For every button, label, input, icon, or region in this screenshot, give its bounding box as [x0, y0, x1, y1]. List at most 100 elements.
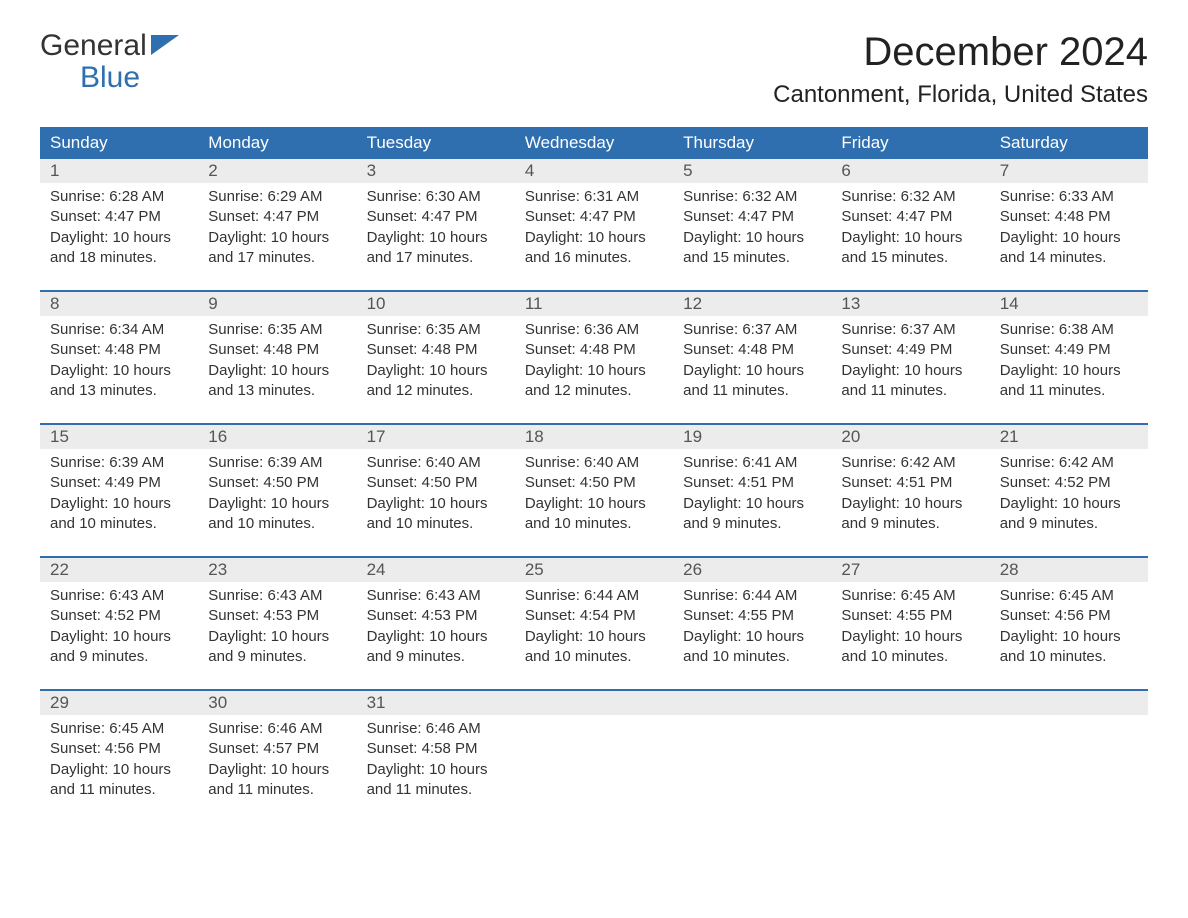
logo-text-general: General [40, 30, 147, 62]
day-header: Sunday [40, 127, 198, 159]
daylight-text-2: and 9 minutes. [1000, 514, 1138, 534]
day-cell [990, 715, 1148, 810]
daylight-text-2: and 17 minutes. [208, 248, 346, 268]
day-number: 7 [990, 159, 1148, 183]
sunrise-text: Sunrise: 6:45 AM [841, 586, 979, 606]
day-body-row: Sunrise: 6:34 AMSunset: 4:48 PMDaylight:… [40, 316, 1148, 411]
daylight-text-2: and 11 minutes. [841, 381, 979, 401]
daylight-text-1: Daylight: 10 hours [50, 361, 188, 381]
day-cell: Sunrise: 6:35 AMSunset: 4:48 PMDaylight:… [198, 316, 356, 411]
sunset-text: Sunset: 4:48 PM [525, 340, 663, 360]
day-number-row: 293031 [40, 691, 1148, 715]
day-number: 18 [515, 425, 673, 449]
day-cell: Sunrise: 6:38 AMSunset: 4:49 PMDaylight:… [990, 316, 1148, 411]
day-number [831, 691, 989, 715]
day-header: Saturday [990, 127, 1148, 159]
daylight-text-2: and 15 minutes. [683, 248, 821, 268]
day-number: 10 [357, 292, 515, 316]
sunrise-text: Sunrise: 6:30 AM [367, 187, 505, 207]
day-number: 17 [357, 425, 515, 449]
day-header: Friday [831, 127, 989, 159]
day-cell: Sunrise: 6:42 AMSunset: 4:51 PMDaylight:… [831, 449, 989, 544]
daylight-text-1: Daylight: 10 hours [525, 627, 663, 647]
daylight-text-1: Daylight: 10 hours [683, 228, 821, 248]
sunset-text: Sunset: 4:56 PM [50, 739, 188, 759]
sunrise-text: Sunrise: 6:44 AM [525, 586, 663, 606]
day-header-row: Sunday Monday Tuesday Wednesday Thursday… [40, 127, 1148, 159]
daylight-text-2: and 10 minutes. [208, 514, 346, 534]
sunrise-text: Sunrise: 6:40 AM [367, 453, 505, 473]
daylight-text-1: Daylight: 10 hours [50, 494, 188, 514]
header-bar: General Blue December 2024 Cantonment, F… [40, 30, 1148, 109]
sunrise-text: Sunrise: 6:43 AM [208, 586, 346, 606]
daylight-text-2: and 10 minutes. [1000, 647, 1138, 667]
day-number: 5 [673, 159, 831, 183]
day-number: 16 [198, 425, 356, 449]
daylight-text-2: and 10 minutes. [683, 647, 821, 667]
daylight-text-1: Daylight: 10 hours [367, 627, 505, 647]
daylight-text-1: Daylight: 10 hours [525, 361, 663, 381]
daylight-text-2: and 12 minutes. [525, 381, 663, 401]
day-cell: Sunrise: 6:44 AMSunset: 4:54 PMDaylight:… [515, 582, 673, 677]
sunset-text: Sunset: 4:55 PM [841, 606, 979, 626]
daylight-text-2: and 10 minutes. [841, 647, 979, 667]
daylight-text-1: Daylight: 10 hours [1000, 627, 1138, 647]
daylight-text-1: Daylight: 10 hours [683, 627, 821, 647]
sunset-text: Sunset: 4:51 PM [683, 473, 821, 493]
sunset-text: Sunset: 4:47 PM [208, 207, 346, 227]
sunrise-text: Sunrise: 6:45 AM [1000, 586, 1138, 606]
day-cell [515, 715, 673, 810]
day-header: Tuesday [357, 127, 515, 159]
daylight-text-2: and 10 minutes. [367, 514, 505, 534]
logo: General Blue [40, 30, 179, 93]
daylight-text-2: and 17 minutes. [367, 248, 505, 268]
sunset-text: Sunset: 4:48 PM [50, 340, 188, 360]
day-number: 15 [40, 425, 198, 449]
daylight-text-1: Daylight: 10 hours [683, 494, 821, 514]
day-number: 21 [990, 425, 1148, 449]
sunrise-text: Sunrise: 6:39 AM [208, 453, 346, 473]
daylight-text-1: Daylight: 10 hours [841, 494, 979, 514]
day-cell: Sunrise: 6:40 AMSunset: 4:50 PMDaylight:… [515, 449, 673, 544]
sunrise-text: Sunrise: 6:37 AM [841, 320, 979, 340]
day-number: 2 [198, 159, 356, 183]
calendar-week: 293031Sunrise: 6:45 AMSunset: 4:56 PMDay… [40, 689, 1148, 810]
sunrise-text: Sunrise: 6:32 AM [683, 187, 821, 207]
sunset-text: Sunset: 4:47 PM [367, 207, 505, 227]
day-number: 8 [40, 292, 198, 316]
sunrise-text: Sunrise: 6:37 AM [683, 320, 821, 340]
sunset-text: Sunset: 4:53 PM [367, 606, 505, 626]
sunset-text: Sunset: 4:52 PM [1000, 473, 1138, 493]
daylight-text-1: Daylight: 10 hours [208, 627, 346, 647]
daylight-text-2: and 14 minutes. [1000, 248, 1138, 268]
day-number: 1 [40, 159, 198, 183]
daylight-text-1: Daylight: 10 hours [208, 494, 346, 514]
day-number: 26 [673, 558, 831, 582]
daylight-text-2: and 15 minutes. [841, 248, 979, 268]
sunrise-text: Sunrise: 6:43 AM [367, 586, 505, 606]
sunset-text: Sunset: 4:49 PM [841, 340, 979, 360]
sunset-text: Sunset: 4:47 PM [50, 207, 188, 227]
sunset-text: Sunset: 4:57 PM [208, 739, 346, 759]
sunset-text: Sunset: 4:48 PM [367, 340, 505, 360]
sunset-text: Sunset: 4:49 PM [50, 473, 188, 493]
location-subtitle: Cantonment, Florida, United States [773, 81, 1148, 109]
sunset-text: Sunset: 4:55 PM [683, 606, 821, 626]
sunrise-text: Sunrise: 6:32 AM [841, 187, 979, 207]
sunset-text: Sunset: 4:58 PM [367, 739, 505, 759]
day-number-row: 891011121314 [40, 292, 1148, 316]
day-number: 28 [990, 558, 1148, 582]
daylight-text-1: Daylight: 10 hours [1000, 228, 1138, 248]
day-cell: Sunrise: 6:32 AMSunset: 4:47 PMDaylight:… [831, 183, 989, 278]
month-title: December 2024 [773, 30, 1148, 75]
day-cell: Sunrise: 6:34 AMSunset: 4:48 PMDaylight:… [40, 316, 198, 411]
daylight-text-2: and 11 minutes. [50, 780, 188, 800]
day-number: 11 [515, 292, 673, 316]
daylight-text-1: Daylight: 10 hours [367, 494, 505, 514]
day-cell: Sunrise: 6:31 AMSunset: 4:47 PMDaylight:… [515, 183, 673, 278]
sunset-text: Sunset: 4:50 PM [525, 473, 663, 493]
flag-icon [151, 30, 179, 62]
day-cell: Sunrise: 6:46 AMSunset: 4:58 PMDaylight:… [357, 715, 515, 810]
calendar-week: 22232425262728Sunrise: 6:43 AMSunset: 4:… [40, 556, 1148, 677]
sunrise-text: Sunrise: 6:29 AM [208, 187, 346, 207]
